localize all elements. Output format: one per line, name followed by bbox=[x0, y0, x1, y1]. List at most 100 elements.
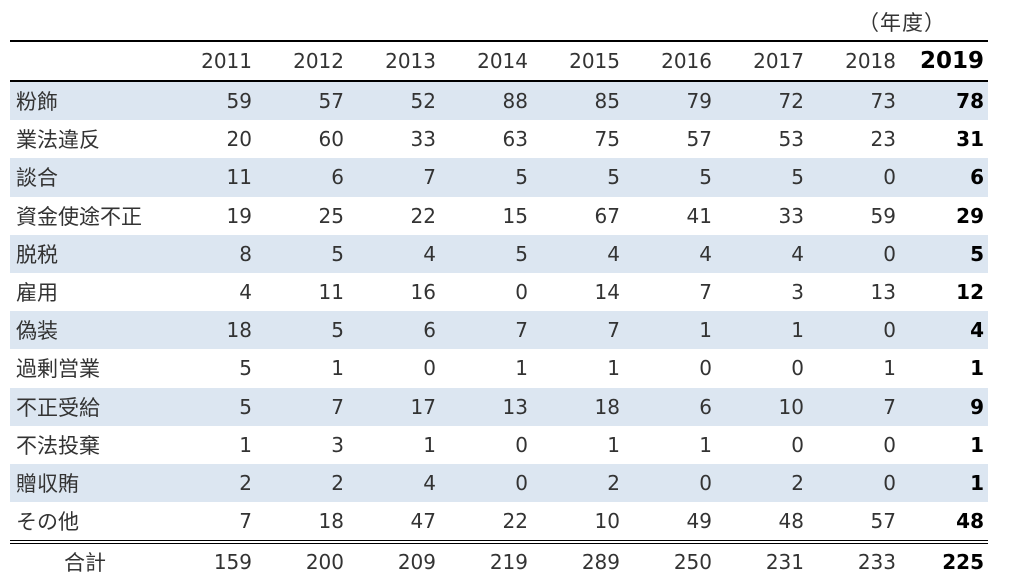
value-cell: 5 bbox=[256, 234, 348, 273]
value-cell: 52 bbox=[348, 81, 440, 121]
row-label: その他 bbox=[10, 502, 164, 543]
value-cell: 4 bbox=[348, 463, 440, 503]
value-cell: 10 bbox=[532, 502, 624, 543]
value-cell: 5 bbox=[440, 234, 532, 273]
value-cell: 0 bbox=[440, 463, 532, 503]
column-header-2012: 2012 bbox=[256, 40, 348, 82]
value-cell: 22 bbox=[440, 502, 532, 543]
value-cell: 0 bbox=[440, 425, 532, 464]
value-cell: 72 bbox=[716, 81, 808, 121]
value-cell: 5 bbox=[900, 234, 988, 273]
value-cell: 4 bbox=[348, 234, 440, 273]
total-row: 合計 159 200 209 219 289 250 231 233 225 bbox=[10, 540, 988, 580]
value-cell: 88 bbox=[440, 81, 532, 121]
value-cell: 7 bbox=[440, 311, 532, 350]
table-row: 贈収賄 2 2 4 0 2 0 2 0 1 bbox=[10, 463, 988, 503]
value-cell: 11 bbox=[256, 272, 348, 312]
total-value-cell: 209 bbox=[348, 540, 440, 580]
row-label: 不正受給 bbox=[10, 387, 164, 426]
header-row: 2011 2012 2013 2014 2015 2016 2017 2018 2019 bbox=[10, 40, 988, 82]
value-cell: 6 bbox=[256, 158, 348, 197]
value-cell: 75 bbox=[532, 120, 624, 159]
row-label: 偽装 bbox=[10, 311, 164, 350]
value-cell: 4 bbox=[900, 311, 988, 350]
value-cell: 7 bbox=[624, 272, 716, 312]
column-header-2019: 2019 bbox=[900, 40, 988, 82]
value-cell: 1 bbox=[348, 425, 440, 464]
value-cell: 59 bbox=[808, 196, 900, 235]
value-cell: 1 bbox=[808, 349, 900, 388]
value-cell: 57 bbox=[256, 81, 348, 121]
total-value-cell: 250 bbox=[624, 540, 716, 580]
value-cell: 79 bbox=[624, 81, 716, 121]
value-cell: 48 bbox=[716, 502, 808, 543]
value-cell: 6 bbox=[900, 158, 988, 197]
value-cell: 0 bbox=[808, 425, 900, 464]
table-row: 粉飾 59 57 52 88 85 79 72 73 78 bbox=[10, 81, 988, 121]
value-cell: 5 bbox=[532, 158, 624, 197]
value-cell: 1 bbox=[900, 463, 988, 503]
column-header-2014: 2014 bbox=[440, 40, 532, 82]
column-header-2017: 2017 bbox=[716, 40, 808, 82]
value-cell: 3 bbox=[716, 272, 808, 312]
value-cell: 0 bbox=[808, 311, 900, 350]
value-cell: 2 bbox=[256, 463, 348, 503]
value-cell: 1 bbox=[624, 425, 716, 464]
value-cell: 13 bbox=[440, 387, 532, 426]
value-cell: 8 bbox=[164, 234, 256, 273]
value-cell: 7 bbox=[348, 158, 440, 197]
value-cell: 14 bbox=[532, 272, 624, 312]
row-label: 業法違反 bbox=[10, 120, 164, 159]
value-cell: 0 bbox=[348, 349, 440, 388]
value-cell: 1 bbox=[716, 311, 808, 350]
value-cell: 59 bbox=[164, 81, 256, 121]
table-row: 不法投棄 1 3 1 0 1 1 0 0 1 bbox=[10, 425, 988, 464]
value-cell: 1 bbox=[164, 425, 256, 464]
row-label: 談合 bbox=[10, 158, 164, 197]
value-cell: 57 bbox=[808, 502, 900, 543]
table-row: 偽装 18 5 6 7 7 1 1 0 4 bbox=[10, 311, 988, 350]
table-row: 過剰営業 5 1 0 1 1 0 0 1 1 bbox=[10, 349, 988, 388]
value-cell: 0 bbox=[808, 463, 900, 503]
value-cell: 1 bbox=[440, 349, 532, 388]
value-cell: 1 bbox=[900, 425, 988, 464]
total-value-cell: 233 bbox=[808, 540, 900, 580]
value-cell: 1 bbox=[900, 349, 988, 388]
value-cell: 11 bbox=[164, 158, 256, 197]
value-cell: 2 bbox=[164, 463, 256, 503]
row-label: 不法投棄 bbox=[10, 425, 164, 464]
value-cell: 9 bbox=[900, 387, 988, 426]
table-row: その他 7 18 47 22 10 49 48 57 48 bbox=[10, 502, 988, 543]
value-cell: 2 bbox=[532, 463, 624, 503]
value-cell: 49 bbox=[624, 502, 716, 543]
value-cell: 0 bbox=[624, 463, 716, 503]
value-cell: 57 bbox=[624, 120, 716, 159]
value-cell: 5 bbox=[164, 349, 256, 388]
total-value-cell: 225 bbox=[900, 540, 988, 580]
value-cell: 4 bbox=[164, 272, 256, 312]
value-cell: 22 bbox=[348, 196, 440, 235]
value-cell: 0 bbox=[716, 425, 808, 464]
value-cell: 78 bbox=[900, 81, 988, 121]
value-cell: 1 bbox=[624, 311, 716, 350]
value-cell: 7 bbox=[532, 311, 624, 350]
header-corner-cell bbox=[10, 40, 164, 82]
value-cell: 4 bbox=[624, 234, 716, 273]
column-header-2018: 2018 bbox=[808, 40, 900, 82]
value-cell: 1 bbox=[532, 349, 624, 388]
value-cell: 16 bbox=[348, 272, 440, 312]
value-cell: 67 bbox=[532, 196, 624, 235]
value-cell: 7 bbox=[256, 387, 348, 426]
value-cell: 18 bbox=[256, 502, 348, 543]
value-cell: 23 bbox=[808, 120, 900, 159]
value-cell: 7 bbox=[808, 387, 900, 426]
value-cell: 5 bbox=[256, 311, 348, 350]
value-cell: 85 bbox=[532, 81, 624, 121]
table-row: 脱税 8 5 4 5 4 4 4 0 5 bbox=[10, 234, 988, 273]
row-label: 贈収賄 bbox=[10, 463, 164, 503]
row-label: 過剰営業 bbox=[10, 349, 164, 388]
table-body: 粉飾 59 57 52 88 85 79 72 73 78 業法違反 20 60 33 63 75 57 53 23… bbox=[10, 81, 988, 543]
total-value-cell: 219 bbox=[440, 540, 532, 580]
value-cell: 31 bbox=[900, 120, 988, 159]
total-value-cell: 231 bbox=[716, 540, 808, 580]
